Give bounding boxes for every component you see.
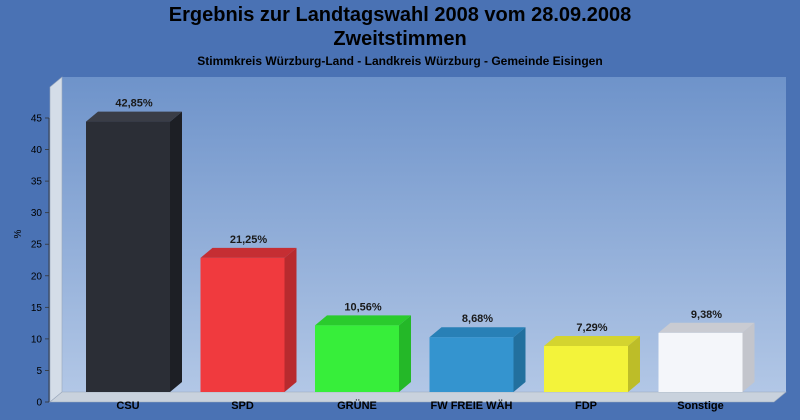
x-tick-label: CSU xyxy=(116,400,139,412)
bar-series: 42,85% 21,25% 10,56% 8,68% 7,29% 9,38% xyxy=(86,98,755,393)
bar-side xyxy=(742,322,755,392)
y-tick-label: 30 xyxy=(31,208,43,219)
bar-spd: 21,25% xyxy=(200,234,297,392)
plot-floor xyxy=(49,391,787,403)
x-tick-label: Sonstige xyxy=(677,400,723,412)
bar-fw-freie-wäh: 8,68% xyxy=(429,313,526,392)
chart-subtitle: Stimmkreis Würzburg-Land - Landkreis Wür… xyxy=(197,54,603,68)
bar-top xyxy=(200,247,297,258)
y-tick-label: 45 xyxy=(31,114,43,125)
bar-top xyxy=(86,111,182,122)
y-tick-label: 40 xyxy=(31,145,43,156)
chart-title: Ergebnis zur Landtagswahl 2008 vom 28.09… xyxy=(168,4,632,26)
bar-front xyxy=(658,332,743,392)
plot-side-wall xyxy=(49,76,63,403)
y-tick-label: 20 xyxy=(31,271,43,282)
x-tick-label: SPD xyxy=(231,400,254,412)
x-tick-label: FDP xyxy=(575,400,597,412)
data-label: 9,38% xyxy=(691,309,722,321)
bar-top xyxy=(429,327,526,338)
bar-front xyxy=(315,325,399,392)
data-label: 21,25% xyxy=(230,234,268,246)
data-label: 10,56% xyxy=(344,301,382,313)
y-axis: 0 5 10 15 20 25 30 35 40 45 xyxy=(31,114,50,409)
y-tick-label: 15 xyxy=(31,303,43,314)
data-label: 7,29% xyxy=(576,322,607,334)
bar-top xyxy=(544,335,640,346)
bar-grüne: 10,56% xyxy=(315,301,411,392)
bar-front xyxy=(544,345,628,392)
y-tick-label: 25 xyxy=(31,240,43,251)
bar-front xyxy=(200,257,285,392)
y-tick-label: 35 xyxy=(31,177,43,188)
bar-side xyxy=(399,315,411,392)
bar-fdp: 7,29% xyxy=(544,322,640,392)
y-tick-label: 0 xyxy=(36,398,42,409)
x-tick-label: FW FREIE WÄH xyxy=(431,399,513,412)
bar-csu: 42,85% xyxy=(86,98,182,393)
x-axis: CSU SPD GRÜNE FW FREIE WÄH FDP Sonstige xyxy=(116,399,723,412)
data-label: 8,68% xyxy=(462,313,493,325)
bar-side xyxy=(628,335,640,392)
bar-sonstige: 9,38% xyxy=(658,309,755,392)
y-tick-label: 10 xyxy=(31,334,43,345)
bar-side xyxy=(284,247,297,392)
data-label: 42,85% xyxy=(115,98,153,110)
bar-top xyxy=(658,322,755,333)
bar-top xyxy=(315,315,411,326)
bar-front xyxy=(429,337,514,392)
y-tick-label: 5 xyxy=(36,366,42,377)
bar-side xyxy=(513,327,526,392)
y-axis-label: % xyxy=(13,229,24,238)
bar-front xyxy=(86,121,170,393)
bar-side xyxy=(170,111,182,393)
x-tick-label: GRÜNE xyxy=(337,399,377,412)
chart-title-line2: Zweitstimmen xyxy=(333,28,467,50)
